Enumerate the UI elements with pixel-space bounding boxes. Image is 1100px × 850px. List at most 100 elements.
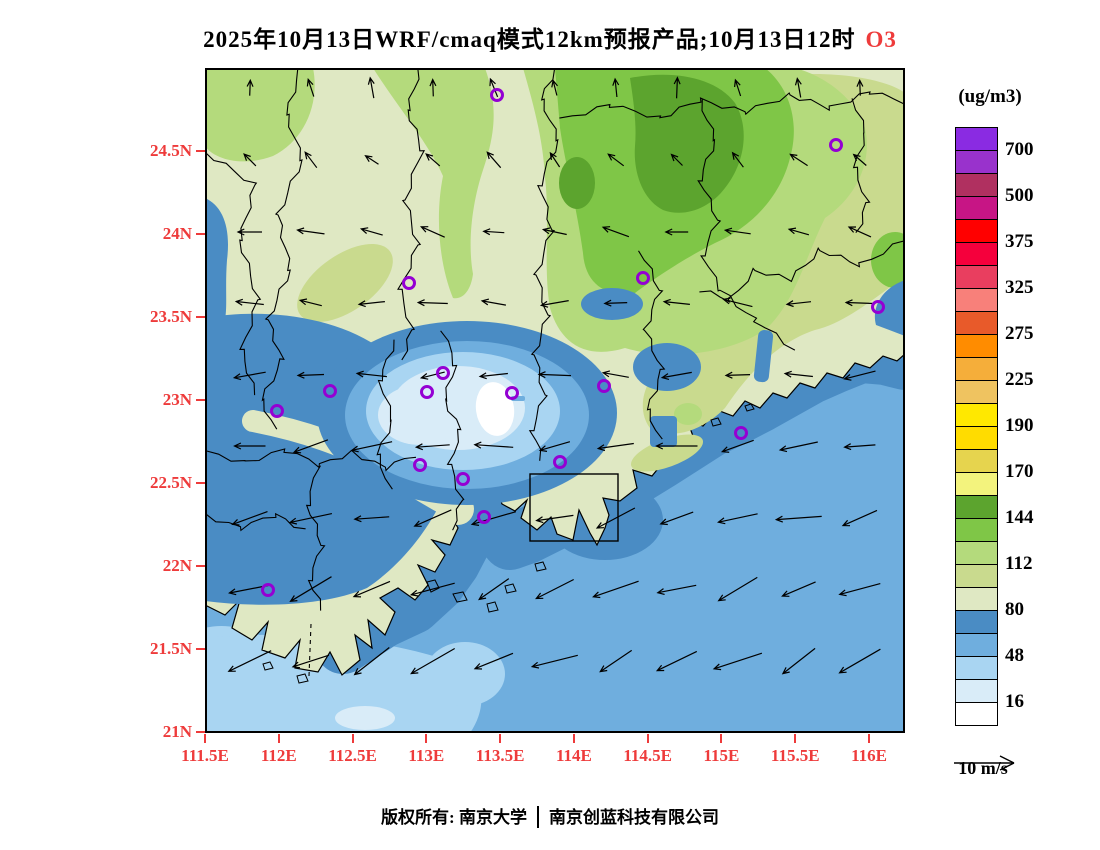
colorbar-cell (955, 610, 998, 634)
wind-arrow (843, 443, 876, 451)
wind-arrow (595, 507, 636, 529)
lon-tick (425, 734, 428, 743)
wind-arrow (289, 576, 332, 603)
wind-arrow (781, 581, 816, 597)
lon-tick-label: 114E (555, 746, 592, 765)
wind-arrow (243, 153, 257, 167)
wind-arrow (535, 578, 574, 600)
colorbar-label: 190 (1005, 415, 1034, 436)
colorbar-cell (955, 196, 998, 220)
colorbar-cell (955, 311, 998, 335)
light-green-tongue (373, 68, 494, 299)
colorbar-cell (955, 518, 998, 542)
wind-arrow (296, 227, 325, 235)
colorbar-label: 170 (1005, 461, 1034, 482)
wind-arrow (662, 298, 690, 306)
lon-tick (794, 734, 797, 743)
lat-tick-label: 24.5N (149, 141, 192, 160)
island-outline (262, 661, 274, 671)
wind-arrow (852, 153, 867, 166)
wind-arrow (601, 226, 630, 238)
colorbar-cell (955, 702, 998, 726)
station-marker (553, 455, 567, 469)
islands (262, 403, 755, 684)
colorbar-label: 48 (1005, 645, 1024, 666)
wind-arrow (787, 227, 810, 236)
wind-arrow (304, 151, 318, 169)
wind-arrow (357, 300, 385, 308)
colorbar-cell (955, 656, 998, 680)
wind-arrow (785, 300, 812, 308)
lon-tick (204, 734, 206, 743)
lon-tick-label: 113.5E (475, 746, 525, 765)
border-line (699, 240, 905, 304)
lat-tick-label: 22.5N (149, 473, 192, 492)
wind-arrow (425, 153, 441, 167)
title-species: O3 (865, 27, 897, 52)
wind-arrow (841, 509, 878, 527)
colorbar-cell (955, 564, 998, 588)
wind-legend-label: 10 m/s (958, 758, 1008, 778)
wind-arrow (486, 151, 502, 169)
lon-tick (868, 734, 871, 743)
colorbar-cell (955, 449, 998, 473)
colorbar-label: 275 (1005, 323, 1034, 344)
colorbar-cell (955, 587, 998, 611)
lat-tick (196, 233, 205, 235)
colorbar-cell (955, 633, 998, 657)
wind-arrow (410, 647, 455, 675)
delta-white-core (475, 382, 515, 436)
wind-arrow (291, 654, 330, 669)
border-line (205, 448, 417, 472)
wind-arrow (778, 441, 818, 453)
wind-arrow (774, 515, 822, 523)
wind-arrow (530, 654, 578, 669)
colorbar-cell (955, 541, 998, 565)
title-text: 2025年10月13日WRF/cmaq模式12km预报产品;10月13日12时 (203, 27, 856, 52)
station-marker (420, 385, 434, 399)
colorbar-cell (955, 380, 998, 404)
wind-arrow (724, 371, 751, 379)
station-marker (413, 458, 427, 472)
blue-blob-valley1 (581, 288, 643, 320)
lon-tick-label: 111.5E (181, 746, 229, 765)
station-marker (734, 426, 748, 440)
wind-arrow (367, 76, 375, 99)
lat-tick (196, 565, 205, 567)
sea-light-bottom (205, 634, 482, 733)
olive-band-nw-of-delta (297, 243, 393, 323)
lon-tick-label: 116E (851, 746, 887, 765)
lon-tick-label: 113E (408, 746, 445, 765)
light-green-patch-east (674, 403, 702, 425)
wind-arrow (231, 511, 268, 526)
colorbar-label: 700 (1005, 139, 1034, 160)
olive-patch-se (630, 434, 704, 472)
border-line (376, 339, 395, 490)
wind-arrow (236, 228, 262, 236)
footer-company: 南京创蓝科技有限公司 (548, 808, 719, 827)
station-markers (261, 88, 885, 597)
wind-arrow (233, 442, 266, 450)
legend-arrow-head (999, 755, 1015, 771)
wind-arrow (353, 647, 390, 676)
lon-tick (720, 734, 723, 743)
sea-border-dashed (308, 623, 312, 677)
blue-blob-valley2 (633, 343, 701, 391)
wind-arrow (603, 299, 628, 307)
copyright-footer: 版权所有: 南京大学 南京创蓝科技有限公司 (0, 803, 1100, 828)
lon-tick-label: 115.5E (770, 746, 820, 765)
lat-tick (196, 316, 205, 318)
blue-bar-river (753, 330, 774, 383)
border-line (528, 68, 559, 461)
wind-arrow (478, 578, 510, 601)
wind-arrow (670, 153, 683, 166)
border-line (397, 68, 426, 361)
station-marker (270, 404, 284, 418)
wind-arrow (717, 513, 758, 525)
wind-arrow (473, 441, 514, 449)
footer-owner: 版权所有: 南京大学 (381, 808, 527, 827)
station-marker (636, 271, 650, 285)
colorbar-label: 500 (1005, 185, 1034, 206)
island-outline (504, 583, 517, 594)
